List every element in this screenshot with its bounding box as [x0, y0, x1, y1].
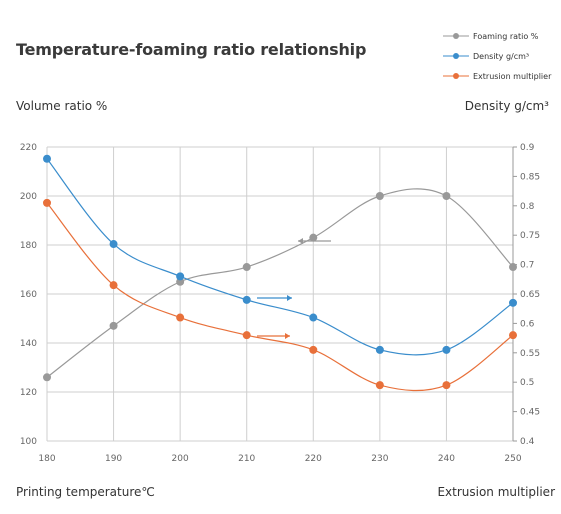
y-right-tick-label: 0.8 [520, 202, 535, 212]
y-axis-right-label: Density g/cm³ [464, 99, 549, 113]
x-tick-label: 180 [38, 454, 55, 464]
data-point-density [242, 295, 251, 304]
data-point-extrusion [43, 198, 51, 207]
y-left-tick-label: 140 [20, 339, 37, 349]
data-point-foaming [242, 263, 251, 272]
y-left-tick-label: 120 [20, 388, 37, 398]
y-right-tick-label: 0.6 [520, 319, 535, 329]
x-tick-label: 220 [305, 454, 322, 464]
y-right-tick-label: 0.85 [520, 172, 540, 182]
series-points [43, 154, 517, 390]
grid [46, 146, 514, 442]
data-point-density [109, 240, 118, 249]
x-tick-label: 200 [172, 454, 189, 464]
x-tick-label: 190 [105, 454, 122, 464]
data-point-density [442, 345, 451, 354]
y-right-tick-label: 0.55 [520, 349, 540, 359]
y-right-tick-label: 0.7 [520, 261, 534, 271]
legend-item-density: Density g/cm³ [443, 46, 551, 66]
legend: Foaming ratio % Density g/cm³ Extrusion … [443, 26, 551, 86]
data-point-density [176, 272, 185, 281]
legend-label-extrusion: Extrusion multiplier [473, 71, 552, 81]
x-tick-label: 210 [238, 454, 255, 464]
y-right-tick-label: 0.5 [520, 378, 534, 388]
data-point-foaming [509, 263, 517, 272]
data-point-extrusion [309, 345, 318, 354]
x-axis-secondary-label: Extrusion multiplier [437, 485, 555, 499]
y-right-tick-label: 0.45 [520, 408, 540, 418]
data-point-density [43, 154, 51, 163]
data-point-density [375, 345, 384, 354]
axis-arrows [257, 238, 331, 339]
y-right-tick-label: 0.75 [520, 231, 540, 241]
y-right-tick-label: 0.65 [520, 290, 540, 300]
data-point-foaming [43, 373, 51, 382]
arrow-foaming-left-head [298, 238, 303, 244]
y-left-tick-label: 180 [20, 241, 37, 251]
y-left-tick-label: 200 [20, 192, 37, 202]
legend-item-foaming: Foaming ratio % [443, 26, 551, 46]
y-left-tick-label: 100 [20, 437, 37, 447]
data-point-extrusion [509, 331, 517, 340]
arrow-extrusion-right-head [285, 333, 290, 339]
data-point-density [309, 313, 318, 322]
data-point-foaming [375, 192, 384, 200]
legend-label-foaming: Foaming ratio % [473, 31, 539, 41]
axes: 180 190 200 210 220 230 240 250 100 120 140 160 180 2… [20, 143, 540, 464]
y-left-tick-label: 160 [20, 290, 37, 300]
data-point-extrusion [176, 313, 185, 322]
chart-title: Temperature-foaming ratio relationship [16, 40, 367, 59]
arrow-density-right-head [287, 295, 292, 301]
data-point-foaming [109, 321, 118, 330]
x-tick-label: 230 [371, 454, 388, 464]
x-tick-label: 250 [504, 454, 521, 464]
x-axis-label: Printing temperature℃ [16, 485, 155, 499]
data-point-density [509, 298, 517, 307]
legend-swatch-foaming [443, 31, 469, 41]
series-line-extrusion [46, 202, 514, 392]
legend-swatch-extrusion [443, 71, 469, 81]
y-right-tick-label: 0.9 [520, 143, 535, 153]
series-lines [46, 158, 514, 392]
data-point-extrusion [109, 281, 118, 290]
y-axis-left-label: Volume ratio % [16, 99, 108, 113]
x-tick-label: 240 [438, 454, 455, 464]
legend-swatch-density [443, 51, 469, 61]
y-left-tick-label: 220 [20, 143, 37, 153]
data-point-foaming [309, 233, 318, 242]
y-right-tick-label: 0.4 [520, 437, 535, 447]
legend-item-extrusion: Extrusion multiplier [443, 66, 551, 86]
data-point-extrusion [242, 331, 251, 340]
legend-label-density: Density g/cm³ [473, 51, 530, 61]
data-point-foaming [442, 192, 451, 200]
data-point-extrusion [442, 381, 451, 390]
data-point-extrusion [375, 381, 384, 390]
